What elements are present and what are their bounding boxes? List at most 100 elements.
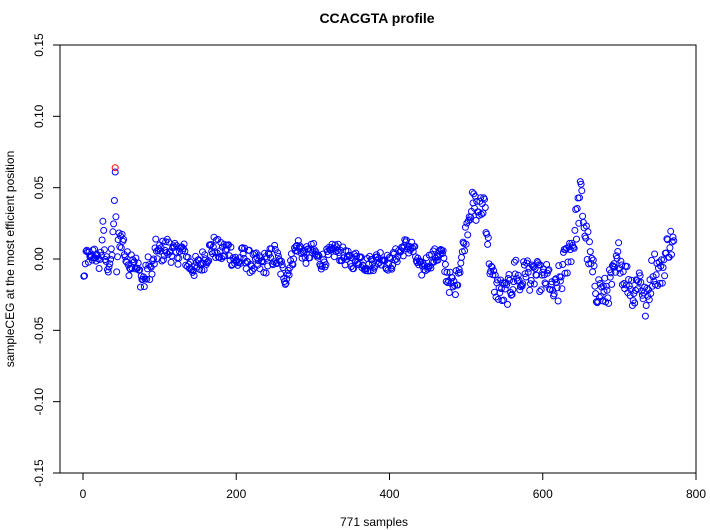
data-point xyxy=(268,260,276,268)
data-point xyxy=(125,272,133,280)
data-point xyxy=(484,234,492,242)
data-point xyxy=(606,273,614,281)
data-point xyxy=(302,259,310,267)
data-point xyxy=(443,268,451,276)
data-point xyxy=(617,257,625,265)
data-point xyxy=(650,277,658,285)
data-point xyxy=(636,272,644,280)
data-point xyxy=(545,266,553,274)
data-point xyxy=(167,258,175,266)
data-point xyxy=(557,273,565,281)
data-point xyxy=(335,249,343,256)
data-point xyxy=(174,260,182,268)
data-point xyxy=(209,243,217,251)
data-point xyxy=(278,257,285,265)
data-point xyxy=(668,251,675,259)
data-point xyxy=(553,284,561,292)
data-point xyxy=(347,263,355,271)
data-point xyxy=(504,300,511,308)
data-point xyxy=(143,275,151,283)
data-point xyxy=(514,271,522,279)
data-point xyxy=(457,259,465,267)
x-axis: 0 200 400 600 800 xyxy=(80,472,706,501)
data-point xyxy=(110,220,118,228)
data-point xyxy=(117,244,125,252)
data-point xyxy=(496,289,504,297)
data-point xyxy=(107,245,115,253)
data-point xyxy=(85,248,93,256)
data-point xyxy=(618,281,626,289)
data-point xyxy=(542,280,550,288)
data-point xyxy=(116,243,124,251)
data-point xyxy=(468,188,476,196)
data-point xyxy=(663,235,671,243)
data-point xyxy=(180,240,188,248)
data-point xyxy=(555,262,563,270)
data-point xyxy=(454,281,462,289)
data-point xyxy=(122,257,130,265)
data-point xyxy=(594,298,602,305)
data-point xyxy=(98,236,106,244)
data-point xyxy=(283,275,291,283)
data-point xyxy=(284,270,292,278)
data-point xyxy=(558,285,566,293)
data-point xyxy=(506,276,514,284)
data-point xyxy=(631,299,639,307)
data-point xyxy=(439,247,447,255)
data-point xyxy=(455,266,463,274)
data-point xyxy=(279,264,287,272)
data-point xyxy=(641,312,649,320)
data-point xyxy=(440,254,448,262)
data-point xyxy=(537,286,545,294)
data-point xyxy=(642,302,650,309)
data-point xyxy=(445,289,453,296)
data-point xyxy=(256,265,264,273)
data-point xyxy=(669,233,677,241)
data-point xyxy=(588,254,596,262)
data-point xyxy=(441,260,449,268)
data-point xyxy=(137,283,144,291)
data-point xyxy=(109,228,117,236)
data-point xyxy=(99,217,107,225)
data-point xyxy=(376,249,384,257)
data-point xyxy=(572,206,580,213)
data-point xyxy=(481,195,488,203)
data-point xyxy=(579,212,587,220)
data-point xyxy=(603,286,611,294)
data-point xyxy=(666,244,674,252)
data-point xyxy=(462,240,470,248)
data-point xyxy=(651,250,659,258)
data-point xyxy=(584,228,592,236)
data-point xyxy=(564,258,572,266)
data-point xyxy=(205,257,213,265)
data-point xyxy=(254,261,262,269)
data-point xyxy=(510,258,518,266)
data-point xyxy=(190,272,198,279)
data-point xyxy=(100,246,108,254)
data-point xyxy=(670,237,678,245)
data-point xyxy=(332,248,340,255)
data-point xyxy=(492,293,500,301)
y-axis-label: sampleCEG at the most efficient position xyxy=(3,151,17,368)
highlighted-point xyxy=(111,164,119,172)
data-point xyxy=(434,256,442,264)
data-point xyxy=(232,253,239,261)
data-point xyxy=(500,296,508,304)
data-point xyxy=(223,245,231,253)
data-point xyxy=(607,269,615,277)
data-point xyxy=(104,268,112,276)
data-point xyxy=(546,285,554,293)
data-point xyxy=(512,256,520,264)
data-point xyxy=(614,248,622,255)
data-point xyxy=(461,223,469,231)
data-point xyxy=(227,243,235,251)
data-point xyxy=(216,247,224,255)
data-point xyxy=(91,254,99,262)
data-point xyxy=(195,256,203,264)
data-point xyxy=(656,279,664,287)
data-point xyxy=(648,256,656,264)
data-point xyxy=(658,256,665,264)
y-tick-label: -0.15 xyxy=(32,459,46,487)
data-point xyxy=(150,260,158,268)
data-point xyxy=(659,264,667,271)
